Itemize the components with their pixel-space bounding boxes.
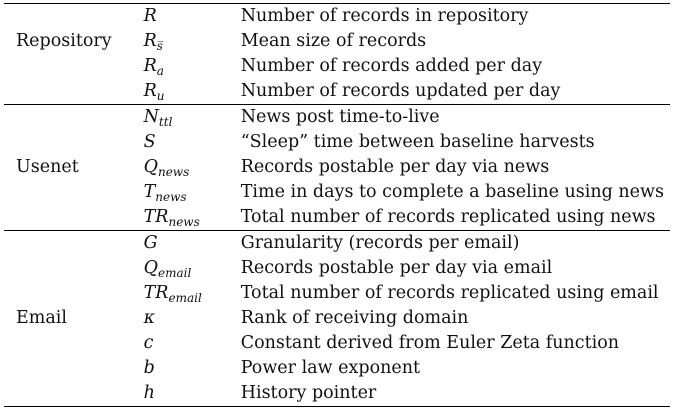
symbol-cell: Rs̅ bbox=[144, 29, 241, 54]
notation-table: R Number of records in repository Reposito… bbox=[4, 3, 670, 407]
symbol-subscript: email bbox=[157, 266, 192, 280]
symbol-subscript: email bbox=[168, 291, 202, 305]
description-cell: History pointer bbox=[240, 381, 670, 407]
symbol-cell: Ra bbox=[144, 54, 241, 79]
group-label bbox=[4, 331, 144, 356]
description-cell: Total number of records replicated using… bbox=[240, 283, 659, 303]
symbol-cell: G bbox=[143, 230, 241, 256]
symbol-base: R bbox=[143, 6, 157, 26]
symbol-base: Q bbox=[143, 258, 158, 278]
description-cell: Number of records updated per day bbox=[240, 81, 561, 101]
group-label bbox=[4, 381, 144, 407]
symbol-cell: R bbox=[143, 3, 241, 29]
description-cell: Granularity (records per email) bbox=[240, 230, 670, 256]
group-label: Repository bbox=[16, 31, 112, 51]
symbol-base: TR bbox=[143, 283, 169, 303]
description-cell: Number of records added per day bbox=[240, 56, 543, 76]
symbol-base: R bbox=[143, 81, 157, 101]
group-label bbox=[4, 230, 144, 256]
table-row: G Granularity (records per email) bbox=[4, 230, 670, 256]
table-row: TRnews Total number of records replicated… bbox=[4, 205, 670, 231]
symbol-base: b bbox=[143, 358, 155, 378]
description-cell: Time in days to complete a baseline usin… bbox=[240, 182, 664, 202]
symbol-cell: S bbox=[144, 130, 241, 155]
symbol-cell: Nttl bbox=[143, 104, 241, 130]
table-row: Tnews Time in days to complete a baseline… bbox=[4, 180, 670, 205]
symbol-base: G bbox=[143, 233, 158, 253]
symbol-subscript: s̅ bbox=[156, 39, 163, 53]
table-row: TRemail Total number of records replicate… bbox=[4, 281, 670, 306]
table-row: Nttl News post time-to-live bbox=[4, 104, 670, 130]
symbol-subscript: a bbox=[156, 64, 164, 78]
symbol-cell: b bbox=[144, 356, 241, 381]
group-label bbox=[4, 356, 144, 381]
group-label bbox=[4, 54, 144, 79]
table-row: Email κ Rank of receiving domain bbox=[4, 306, 670, 331]
table-row: Repository Rs̅ Mean size of records bbox=[4, 29, 670, 54]
symbol-subscript: news bbox=[157, 165, 190, 179]
table-row: Ra Number of records added per day bbox=[4, 54, 670, 79]
symbol-cell: TRemail bbox=[144, 281, 241, 306]
group-label bbox=[4, 3, 144, 29]
symbol-cell: Qemail bbox=[144, 256, 241, 281]
symbol-cell: Tnews bbox=[144, 180, 241, 205]
table-row: R Number of records in repository bbox=[4, 3, 670, 29]
description-cell: Records postable per day via email bbox=[240, 258, 553, 278]
symbol-cell: c bbox=[144, 331, 241, 356]
symbol-cell: h bbox=[143, 381, 241, 407]
group-label bbox=[4, 180, 144, 205]
notation-table-body: R Number of records in repository Reposito… bbox=[4, 3, 670, 407]
symbol-cell: Qnews bbox=[144, 155, 241, 180]
symbol-base: S bbox=[143, 132, 156, 152]
description-cell: “Sleep” time between baseline harvests bbox=[240, 132, 595, 152]
table-row: Usenet Qnews Records postable per day via … bbox=[4, 155, 670, 180]
group-label bbox=[4, 256, 144, 281]
table-row: b Power law exponent bbox=[4, 356, 670, 381]
symbol-base: R bbox=[143, 31, 157, 51]
description-cell: Number of records in repository bbox=[240, 3, 670, 29]
description-cell: Power law exponent bbox=[240, 358, 421, 378]
description-cell: Rank of receiving domain bbox=[240, 308, 469, 328]
symbol-base: N bbox=[143, 107, 159, 127]
table-row: c Constant derived from Euler Zeta functi… bbox=[4, 331, 670, 356]
symbol-base: c bbox=[143, 333, 154, 353]
group-label bbox=[4, 79, 144, 105]
symbol-base: R bbox=[143, 56, 157, 76]
symbol-subscript: news bbox=[155, 190, 187, 204]
group-label: Usenet bbox=[16, 157, 79, 177]
description-cell: Total number of records replicated using… bbox=[240, 207, 656, 227]
symbol-base: T bbox=[143, 182, 156, 202]
symbol-base: TR bbox=[143, 207, 169, 227]
description-cell: News post time-to-live bbox=[240, 104, 670, 130]
symbol-base: Q bbox=[143, 157, 158, 177]
symbol-base: κ bbox=[143, 308, 156, 328]
description-cell: Records postable per day via news bbox=[240, 157, 550, 177]
description-cell: Constant derived from Euler Zeta functio… bbox=[240, 333, 620, 353]
table-row: h History pointer bbox=[4, 381, 670, 407]
symbol-subscript: news bbox=[168, 215, 200, 229]
symbol-cell: TRnews bbox=[144, 205, 241, 231]
group-label bbox=[4, 281, 144, 306]
symbol-base: h bbox=[143, 383, 155, 403]
group-label bbox=[4, 130, 144, 155]
table-row: Ru Number of records updated per day bbox=[4, 79, 670, 105]
symbol-subscript: ttl bbox=[158, 115, 173, 129]
symbol-cell: Ru bbox=[144, 79, 241, 105]
symbol-cell: κ bbox=[144, 306, 241, 331]
description-cell: Mean size of records bbox=[240, 31, 427, 51]
group-label bbox=[4, 205, 144, 231]
group-label: Email bbox=[16, 308, 67, 328]
table-row: S “Sleep” time between baseline harvests bbox=[4, 130, 670, 155]
group-label bbox=[4, 104, 144, 130]
symbol-subscript: u bbox=[156, 89, 165, 103]
table-row: Qemail Records postable per day via email bbox=[4, 256, 670, 281]
